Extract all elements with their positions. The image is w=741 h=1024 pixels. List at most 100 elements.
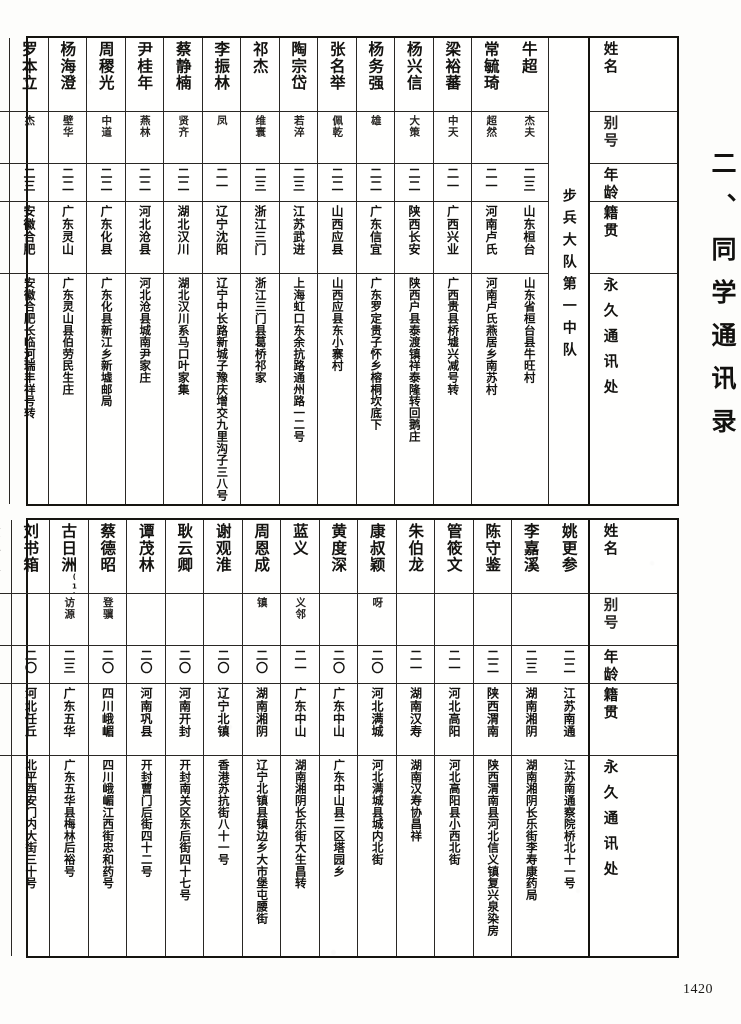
entry-hometown-text: 山西应县 — [329, 205, 344, 256]
entry-address: 广东灵山县伯劳民生庄 — [49, 274, 87, 504]
entry-hometown-text: 湖南湘阴 — [523, 687, 538, 738]
entry-address: 湖南湘阴长乐街大生昌转 — [281, 756, 319, 956]
entry-hometown: 湖南汉寿 — [396, 684, 434, 756]
entry-alias: 燕林 — [125, 112, 163, 164]
entry-name-text: 张名举 — [327, 41, 346, 92]
entry-address: 广东中山县二区塔园乡 — [320, 756, 358, 956]
entry-hometown: 浙江三门 — [241, 202, 279, 274]
entry-address-text: 广东中山县二区塔园乡 — [332, 759, 347, 877]
entry-age: 二一 — [202, 164, 240, 202]
entry-age: 二二 — [473, 646, 511, 684]
entry-address-text: 上海虹口东余抗路通州路一二号 — [292, 277, 307, 443]
entry-address-text: 陕西渭南县河北信义镇复兴泉染房 — [486, 759, 501, 936]
entry-hometown-text: 广西兴业 — [445, 205, 460, 256]
entry-hometown: 江苏武进 — [279, 202, 317, 274]
entry-alias: 大策 — [395, 112, 433, 164]
entry-name: 陈守鉴 — [473, 520, 511, 594]
entry-alias-text: 镇 — [255, 597, 268, 609]
directory-entry: 杨海澄 壁华 二二 广东灵山 广东灵山县伯劳民生庄 — [47, 38, 87, 504]
header-cell-hometown: 籍贯 — [590, 202, 628, 274]
entry-hometown: 河南开封 — [165, 684, 203, 756]
entry-alias — [11, 594, 49, 646]
entry-name-text: 梁裕蕃 — [443, 41, 462, 92]
header-label-name-2: 姓名 — [601, 523, 618, 558]
entry-alias: 佩乾 — [318, 112, 356, 164]
entry-address-text: 北平酉安门内大街三十号 — [24, 759, 39, 889]
entry-hometown-text: 湖北汉川 — [175, 205, 190, 256]
entry-address-text: 香港苏抗街八十一号 — [216, 759, 231, 866]
entry-address: 湖南湘阴长乐街李寿康药局 — [512, 756, 550, 956]
entry-age: 二一 — [433, 164, 471, 202]
entry-alias: 超然 — [472, 112, 510, 164]
entry-name: 尹桂年 — [125, 38, 163, 112]
entry-hometown: 广西兴业 — [433, 202, 471, 274]
entry-alias: 中道 — [87, 112, 125, 164]
entry-hometown: 广东五华 — [50, 684, 88, 756]
entry-hometown-text: 辽宁北镇 — [215, 687, 230, 738]
entry-age: 二三 — [279, 164, 317, 202]
header-label-age: 年龄 — [601, 167, 618, 202]
header-cell-name-2: 姓名 — [590, 520, 628, 594]
entry-name-text: 谢观淮 — [213, 523, 232, 574]
directory-entry: 谢观淮 二〇 辽宁北镇 香港苏抗街八十一号 — [203, 520, 242, 956]
entry-address: 浙江三门县葛桥祁家 — [241, 274, 279, 504]
entry-age-text: 二三 — [61, 649, 76, 674]
entry-hometown: 辽宁沈阳 — [202, 202, 240, 274]
entry-age-text: 二三 — [252, 167, 267, 192]
table-1-unit-column: 步兵大队第一中队 — [548, 38, 588, 504]
entry-age: 二三 — [0, 164, 9, 202]
entry-age: 二〇 — [127, 646, 165, 684]
entry-alias — [435, 594, 473, 646]
entry-age-text: 二二 — [60, 167, 75, 192]
entry-alias-text: 贤齐 — [177, 115, 190, 138]
entry-address: 开封南关区东后街四十七号 — [166, 756, 204, 956]
header-label-hometown: 籍贯 — [601, 205, 618, 240]
directory-entry: 蓝义 义邻 二一 广东中山 湖南湘阴长乐街大生昌转 — [280, 520, 319, 956]
entry-alias — [127, 594, 165, 646]
entry-name: 周恩成 — [242, 520, 280, 594]
entry-name: 姚更参 — [549, 520, 588, 594]
entry-address-text: 河南卢氏燕居乡南苏村 — [484, 277, 499, 395]
directory-entry: 耿云卿 二〇 河南开封 开封南关区东后街四十七号 — [164, 520, 204, 956]
entry-alias: 登骥 — [88, 594, 126, 646]
entry-name: 朱伯龙 — [396, 520, 434, 594]
entry-age: 二二 — [318, 164, 356, 202]
spacer-alias-2 — [628, 594, 677, 646]
entry-age-text: 二二 — [485, 649, 500, 674]
directory-entry: 张名举 佩乾 二二 山西应县 山西应县东小寨村 — [317, 38, 356, 504]
entry-alias: 壁华 — [48, 112, 86, 164]
entry-name: 牛超 — [509, 38, 548, 112]
entry-alias-text: 登骥 — [101, 597, 114, 620]
entry-hometown-text: 广东化县 — [98, 205, 113, 256]
entry-hometown-text: 江苏武进 — [291, 205, 306, 256]
table-2-column-headers: 姓名 别号 年龄 籍贯 永久通讯处 — [588, 520, 628, 956]
entry-name: 蓝义 — [281, 520, 319, 594]
entry-address-text: 湖南湘阴长乐街大生昌转 — [293, 759, 308, 889]
header-cell-age: 年龄 — [590, 164, 628, 202]
directory-entry: 蔡德昭 登骥 二〇 四川峨嵋 四川峨嵋江西街忠和药号 — [87, 520, 126, 956]
directory-entry: 姚更参 二二 江苏南通 江苏南通察院桥北十一号 — [549, 520, 588, 956]
entry-age-text: 二〇 — [100, 649, 115, 674]
entry-name-text: 周稷光 — [96, 41, 115, 92]
entry-alias — [512, 594, 550, 646]
entry-hometown: 广东化县 — [87, 202, 125, 274]
entry-age-text: 二二 — [561, 649, 576, 674]
entry-address: 香港苏抗街八十一号 — [204, 756, 242, 956]
entry-age-text: 二一 — [214, 167, 229, 192]
directory-entry: 周稷光 中道 二二 广东化县 广东化县新江乡新墟邮局 — [86, 38, 125, 504]
directory-entry: 李嘉溪 二三 湖南湘阴 湖南湘阴长乐街李寿康药局 — [511, 520, 550, 956]
entry-name-text: 蔡静楠 — [173, 41, 192, 92]
spacer-alias — [628, 112, 677, 164]
entry-age-text: 二〇 — [23, 649, 38, 674]
entry-age-text: 二三 — [21, 167, 36, 192]
directory-entry: 刘书箱 二〇 河北任丘 北平酉安门内大街三十号 — [10, 520, 49, 956]
entry-age-text: 二〇 — [177, 649, 192, 674]
entry-name: 李振林 — [202, 38, 240, 112]
entry-name-text: 陈守鉴 — [483, 523, 502, 574]
entry-alias-text: 访源 — [63, 597, 76, 620]
directory-entry: 常毓琦 超然 二一 河南卢氏 河南卢氏燕居乡南苏村 — [471, 38, 510, 504]
entry-name-text: 康叔颖 — [367, 523, 386, 574]
directory-entry: 陶宗岱 若淬 二三 江苏武进 上海虹口东余抗路通州路一二号 — [278, 38, 317, 504]
entry-address-text: 河北高阳县小西北街 — [447, 759, 462, 866]
entry-age: 二二 — [0, 646, 11, 684]
